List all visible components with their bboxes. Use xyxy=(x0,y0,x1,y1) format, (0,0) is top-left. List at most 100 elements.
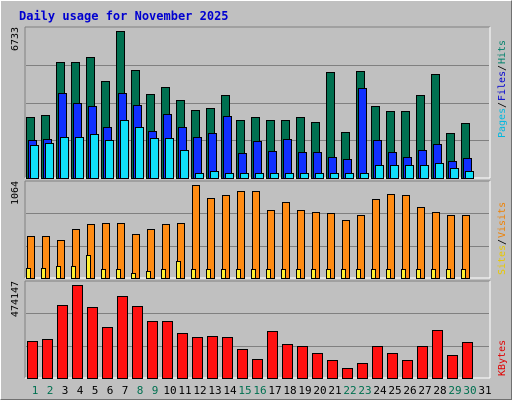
sites-bar-day-19 xyxy=(296,269,301,279)
kbytes-bar-day-21 xyxy=(327,360,338,379)
legend-pages: Pages xyxy=(497,108,508,138)
files-bar-day-18 xyxy=(283,139,292,179)
pages-bar-day-10 xyxy=(165,138,174,179)
chart-title: Daily usage for November 2025 xyxy=(19,9,229,23)
kbytes-bar-day-19 xyxy=(297,346,308,379)
pages-bar-day-18 xyxy=(285,173,294,179)
files-bar-day-12 xyxy=(193,137,202,179)
x-label-day-29: 29 xyxy=(448,384,461,397)
visits-bar-day-27 xyxy=(417,207,425,279)
sites-bar-day-22 xyxy=(341,269,346,279)
visits-bar-day-12 xyxy=(192,185,200,279)
pages-bar-day-26 xyxy=(405,165,414,179)
visits-bar-day-15 xyxy=(237,191,245,279)
sites-bar-day-20 xyxy=(311,269,316,279)
pages-bar-day-25 xyxy=(390,165,399,179)
pages-bar-day-30 xyxy=(465,171,474,179)
x-label-day-20: 20 xyxy=(313,384,326,397)
x-label-day-6: 6 xyxy=(107,384,114,397)
legend-kbytes: KBytes xyxy=(497,340,508,376)
visits-bar-day-25 xyxy=(387,194,395,279)
sites-bar-day-14 xyxy=(221,269,226,279)
sites-bar-day-8 xyxy=(131,273,136,279)
visits-bar-day-19 xyxy=(297,210,305,279)
x-label-day-2: 2 xyxy=(47,384,54,397)
pages-bar-day-17 xyxy=(270,173,279,179)
sites-bar-day-10 xyxy=(161,269,166,279)
kbytes-bar-day-23 xyxy=(357,363,368,379)
kbytes-bar-day-16 xyxy=(252,359,263,379)
kbytes-bar-day-7 xyxy=(117,296,128,379)
visits-bar-day-13 xyxy=(207,198,215,279)
x-label-day-10: 10 xyxy=(163,384,176,397)
sites-bar-day-15 xyxy=(236,269,241,279)
sites-bar-day-5 xyxy=(86,255,91,279)
pages-bar-day-7 xyxy=(120,120,129,179)
sites-bar-day-18 xyxy=(281,269,286,279)
files-bar-day-16 xyxy=(253,141,262,179)
legend-separator: / xyxy=(497,102,508,108)
x-label-day-16: 16 xyxy=(253,384,266,397)
visits-bar-day-20 xyxy=(312,212,320,279)
sites-bar-day-25 xyxy=(386,269,391,279)
pages-bar-day-19 xyxy=(300,173,309,179)
y-max-label-kbytes: 474147 xyxy=(10,281,21,317)
kbytes-bar-day-1 xyxy=(27,341,38,379)
x-label-day-28: 28 xyxy=(433,384,446,397)
kbytes-bar-day-5 xyxy=(87,307,98,379)
x-label-day-25: 25 xyxy=(388,384,401,397)
pages-bar-day-14 xyxy=(225,173,234,179)
x-label-day-17: 17 xyxy=(268,384,281,397)
visits-bar-day-28 xyxy=(432,212,440,279)
pages-bar-day-8 xyxy=(135,127,144,179)
sites-bar-day-29 xyxy=(446,269,451,279)
legend-visits: Visits xyxy=(497,202,508,238)
visits-bar-day-18 xyxy=(282,202,290,279)
x-label-day-13: 13 xyxy=(208,384,221,397)
x-label-day-24: 24 xyxy=(373,384,387,397)
x-label-day-31: 31 xyxy=(478,384,491,397)
pages-bar-day-16 xyxy=(255,173,264,179)
pages-bar-day-5 xyxy=(90,134,99,179)
legend-files: Files xyxy=(497,71,508,101)
x-label-day-27: 27 xyxy=(418,384,431,397)
sites-bar-day-4 xyxy=(71,266,76,279)
sites-bar-day-30 xyxy=(461,269,466,279)
pages-bar-day-1 xyxy=(30,145,39,179)
kbytes-bar-day-22 xyxy=(342,368,353,379)
x-label-day-18: 18 xyxy=(283,384,296,397)
pages-bar-day-27 xyxy=(420,165,429,179)
sites-bar-day-17 xyxy=(266,269,271,279)
x-label-day-19: 19 xyxy=(298,384,311,397)
sites-bar-day-27 xyxy=(416,269,421,279)
pages-bar-day-4 xyxy=(75,137,84,179)
legend-hits: Hits xyxy=(497,40,508,64)
x-label-day-26: 26 xyxy=(403,384,416,397)
x-label-day-22: 22 xyxy=(343,384,356,397)
kbytes-bar-day-15 xyxy=(237,349,248,379)
kbytes-bar-day-28 xyxy=(432,330,443,379)
kbytes-bar-day-26 xyxy=(402,360,413,379)
x-label-day-12: 12 xyxy=(193,384,206,397)
kbytes-bar-day-6 xyxy=(102,327,113,379)
sites-bar-day-24 xyxy=(371,269,376,279)
kbytes-bar-day-17 xyxy=(267,331,278,379)
sites-bar-day-3 xyxy=(56,266,61,279)
visits-bar-day-14 xyxy=(222,195,230,279)
pages-bar-day-23 xyxy=(360,173,369,179)
pages-bar-day-3 xyxy=(60,137,69,179)
x-label-day-30: 30 xyxy=(463,384,476,397)
x-label-day-3: 3 xyxy=(62,384,69,397)
visits-bar-day-16 xyxy=(252,191,260,279)
files-bar-day-23 xyxy=(358,88,367,179)
kbytes-bar-day-9 xyxy=(147,321,158,379)
x-label-day-23: 23 xyxy=(358,384,371,397)
visits-bar-day-21 xyxy=(327,213,335,279)
pages-bar-day-29 xyxy=(450,168,459,179)
sites-bar-day-28 xyxy=(431,269,436,279)
kbytes-bar-day-10 xyxy=(162,321,173,379)
kbytes-bar-day-11 xyxy=(177,333,188,379)
pages-bar-day-13 xyxy=(210,171,219,179)
